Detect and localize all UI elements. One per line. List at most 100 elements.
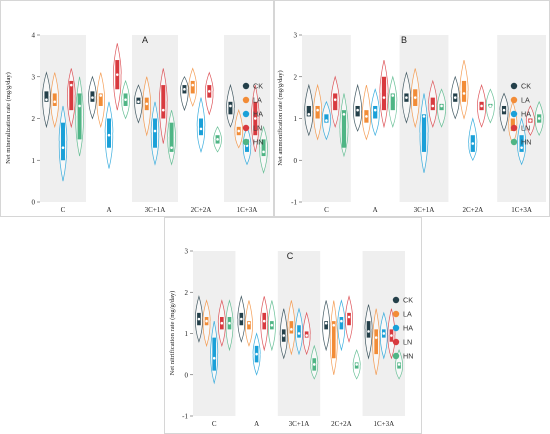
violin-hn-3 — [437, 88, 447, 128]
y-tick-label: 0 — [185, 371, 189, 379]
y-tick-label: 0 — [32, 199, 36, 207]
violin-ha-5 — [242, 125, 252, 166]
legend-marker-la — [242, 96, 250, 104]
chart-panel-a: 0 1 2 3 4 Net mineralization rate (mg/g/day) A… — [0, 0, 274, 217]
median-point — [488, 104, 493, 108]
violin-ln-4 — [205, 71, 214, 116]
violin-box — [430, 97, 435, 111]
violin-la-3 — [142, 76, 151, 137]
median-point — [315, 108, 320, 113]
median-point — [479, 104, 484, 108]
violin-box — [44, 91, 49, 102]
median-point — [153, 129, 157, 133]
violin-box — [212, 337, 217, 371]
median-point — [144, 102, 149, 106]
legend-label-hn: HN — [253, 138, 263, 147]
median-point — [381, 331, 386, 336]
median-point — [366, 329, 371, 334]
violin-box — [390, 93, 395, 111]
category-label: 2C+2A — [191, 206, 212, 214]
category-label: 2C+2A — [331, 420, 352, 428]
median-point — [161, 108, 166, 113]
median-point — [347, 315, 351, 319]
violin-ck-4 — [322, 300, 331, 352]
violin-hn-4 — [213, 126, 222, 153]
median-point — [98, 93, 103, 98]
violin-la-5 — [372, 308, 381, 375]
violin-ln-3 — [159, 68, 168, 144]
category-label: A — [373, 206, 378, 214]
violin-ck-5 — [364, 304, 373, 360]
violin-ha-2 — [252, 332, 261, 376]
violin-ck-1 — [304, 83, 314, 137]
violin-box — [98, 93, 103, 106]
violin-ha-4 — [196, 97, 206, 154]
violin-ck-1 — [194, 295, 203, 343]
legend: CK LA HA LN HN — [510, 82, 531, 147]
violin-ln-5 — [387, 308, 396, 360]
median-point — [254, 352, 259, 356]
legend-marker-ck — [510, 82, 518, 90]
median-point — [333, 97, 338, 102]
median-point — [270, 323, 274, 328]
legend-marker-la — [392, 310, 400, 318]
violin-hn-2 — [388, 75, 398, 128]
median-point — [528, 118, 533, 123]
violin-ln-2 — [379, 59, 389, 129]
violin-ha-4 — [468, 117, 478, 162]
y-tick-label: 1 — [185, 330, 189, 338]
violin-ha-1 — [321, 100, 331, 141]
panel-label: C — [287, 251, 294, 261]
violin-box — [333, 93, 338, 111]
median-point — [215, 137, 220, 142]
median-point — [430, 104, 435, 108]
median-point — [52, 99, 57, 104]
category-label: A — [254, 420, 259, 428]
violin-box — [347, 312, 351, 326]
median-point — [228, 104, 233, 108]
violin-la-3 — [410, 68, 420, 129]
violin-ln-2 — [260, 296, 269, 352]
median-point — [355, 108, 360, 113]
violin-ck-2 — [88, 75, 97, 120]
legend-marker-ln — [242, 124, 250, 132]
violin-la-2 — [96, 72, 105, 129]
legend-marker-hn — [242, 138, 250, 146]
violin-ln-4 — [477, 84, 487, 128]
legend-marker-ln — [510, 124, 518, 132]
violin-ln-5 — [525, 105, 535, 136]
violin-ck-2 — [353, 83, 363, 132]
legend-label-ck: CK — [403, 296, 413, 305]
median-point — [404, 95, 409, 100]
median-point — [169, 145, 174, 150]
category-label: C — [212, 420, 217, 428]
violin-box — [247, 321, 251, 330]
category-label: A — [106, 206, 111, 214]
violin-box — [315, 105, 320, 119]
violin-box — [190, 80, 195, 94]
median-point — [312, 362, 317, 367]
median-point — [339, 319, 344, 323]
median-point — [61, 145, 65, 150]
median-point — [462, 91, 466, 96]
legend-label-hn: HN — [403, 352, 413, 361]
legend-marker-hn — [392, 352, 400, 360]
legend-label-ck: CK — [521, 82, 531, 91]
median-point — [69, 83, 74, 87]
category-label: 1C+3A — [511, 206, 532, 214]
median-point — [382, 95, 386, 100]
legend-label-la: LA — [253, 96, 262, 105]
violin-ha-3 — [295, 307, 303, 356]
violin-ck-3 — [134, 84, 143, 124]
legend-marker-ln — [392, 338, 400, 346]
median-point — [44, 97, 49, 102]
median-point — [199, 127, 203, 131]
y-axis-label: Net mineralization rate (mg/g/day) — [5, 72, 12, 164]
median-point — [470, 141, 475, 146]
median-point — [342, 112, 346, 117]
violin-la-4 — [329, 300, 338, 375]
violin-hn-1 — [75, 76, 84, 157]
violin-la-4 — [188, 67, 197, 107]
category-label: C — [61, 206, 66, 214]
legend: CK LA HA LN HN — [392, 296, 413, 361]
